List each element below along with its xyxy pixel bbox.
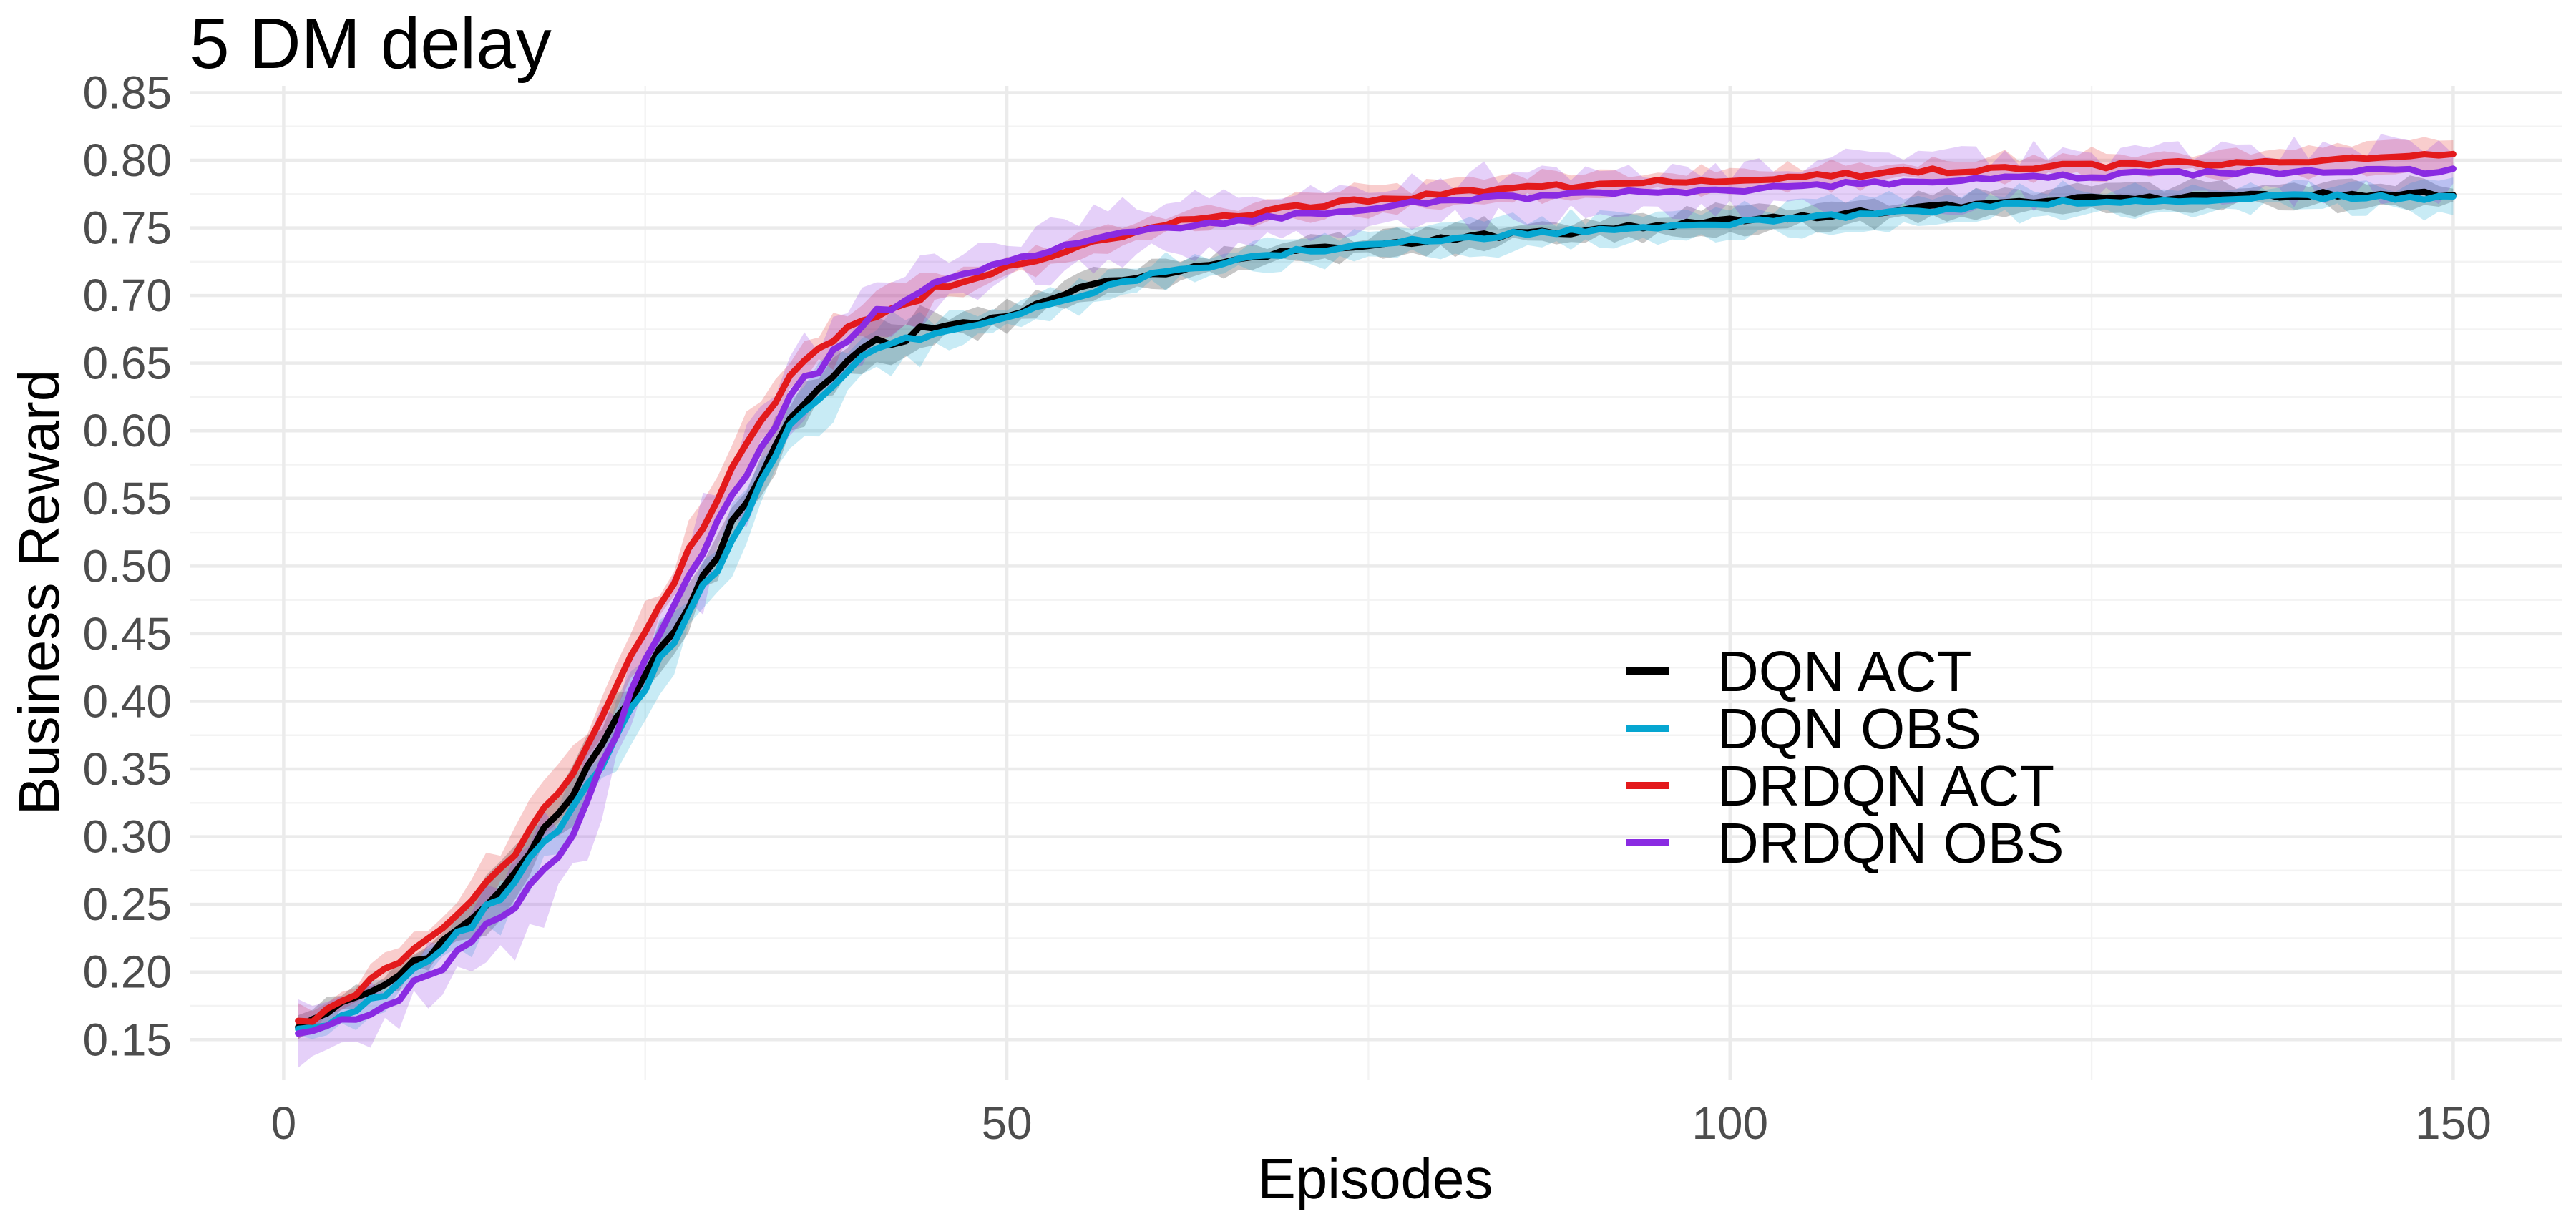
- confidence-band-dqn-obs: [298, 177, 2454, 1039]
- confidence-band-drdqn-obs: [298, 134, 2454, 1068]
- gridlines: [190, 86, 2562, 1080]
- x-tick-label: 150: [2415, 1097, 2492, 1149]
- legend-label: DRDQN ACT: [1717, 754, 2054, 818]
- axes: 0.15 0.20 0.25 0.30 0.35 0.40 0.45 0.50 0.55 0.60…: [82, 67, 2491, 1149]
- y-tick-label: 0.75: [82, 202, 172, 254]
- series-line-drdqn-obs: [295, 165, 2457, 1037]
- x-tick-label: 0: [271, 1097, 297, 1149]
- legend-label: DRDQN OBS: [1717, 811, 2064, 875]
- x-tick-label: 50: [981, 1097, 1032, 1149]
- y-tick-label: 0.65: [82, 338, 172, 389]
- y-tick-label: 0.55: [82, 473, 172, 524]
- x-axis-title: Episodes: [1257, 1147, 1493, 1210]
- confidence-bands: [298, 134, 2454, 1068]
- y-tick-label: 0.85: [82, 67, 172, 118]
- y-tick-label: 0.60: [82, 405, 172, 456]
- y-tick-label: 0.50: [82, 540, 172, 592]
- series-line-dqn-obs: [295, 191, 2457, 1032]
- legend-label: DQN OBS: [1717, 697, 1981, 760]
- series-line-drdqn-act: [295, 150, 2457, 1025]
- y-tick-label: 0.20: [82, 946, 172, 998]
- y-axis-title: Business Reward: [7, 370, 71, 816]
- y-tick-label: 0.80: [82, 134, 172, 186]
- y-tick-label: 0.35: [82, 743, 172, 795]
- chart-title: 5 DM delay: [190, 4, 552, 84]
- y-tick-label: 0.30: [82, 811, 172, 863]
- y-tick-label: 0.70: [82, 270, 172, 321]
- y-tick-label: 0.15: [82, 1014, 172, 1065]
- legend-label: DQN ACT: [1717, 640, 1972, 703]
- y-tick-label: 0.45: [82, 608, 172, 660]
- y-tick-label: 0.40: [82, 675, 172, 727]
- series-lines: [295, 150, 2457, 1037]
- x-tick-label: 100: [1692, 1097, 1768, 1149]
- y-tick-label: 0.25: [82, 878, 172, 930]
